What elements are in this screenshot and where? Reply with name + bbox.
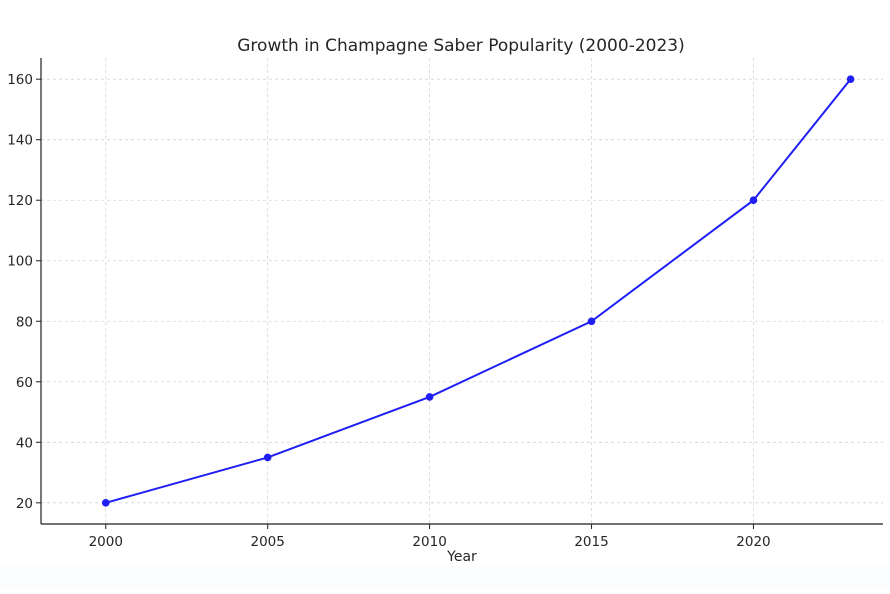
x-tick-label: 2010 [412, 534, 446, 550]
x-axis-label: Year [446, 549, 477, 565]
x-tick-label: 2000 [89, 534, 123, 550]
data-point [749, 196, 758, 205]
data-point [425, 393, 434, 401]
x-tick-label: 2020 [736, 534, 770, 550]
data-point [587, 317, 596, 326]
x-tick-label: 2015 [574, 534, 608, 550]
data-point [846, 75, 855, 83]
data-point [263, 453, 272, 462]
y-tick-label: 100 [7, 254, 33, 270]
gridlines [41, 58, 883, 524]
y-tick-label: 160 [7, 72, 33, 88]
series-line [105, 78, 852, 504]
figure-bottom-strip [0, 566, 890, 590]
y-tick-label: 140 [7, 133, 33, 149]
chart-title: Growth in Champagne Saber Popularity (20… [237, 36, 684, 56]
data-point [101, 499, 110, 507]
y-tick-label: 20 [16, 496, 33, 512]
y-tick-label: 80 [16, 314, 33, 330]
y-tick-label: 120 [7, 193, 33, 209]
x-tick-label: 2005 [251, 534, 285, 550]
axes [36, 58, 883, 529]
y-tick-label: 60 [16, 375, 33, 391]
series [101, 75, 855, 507]
y-tick-label: 40 [16, 435, 33, 451]
